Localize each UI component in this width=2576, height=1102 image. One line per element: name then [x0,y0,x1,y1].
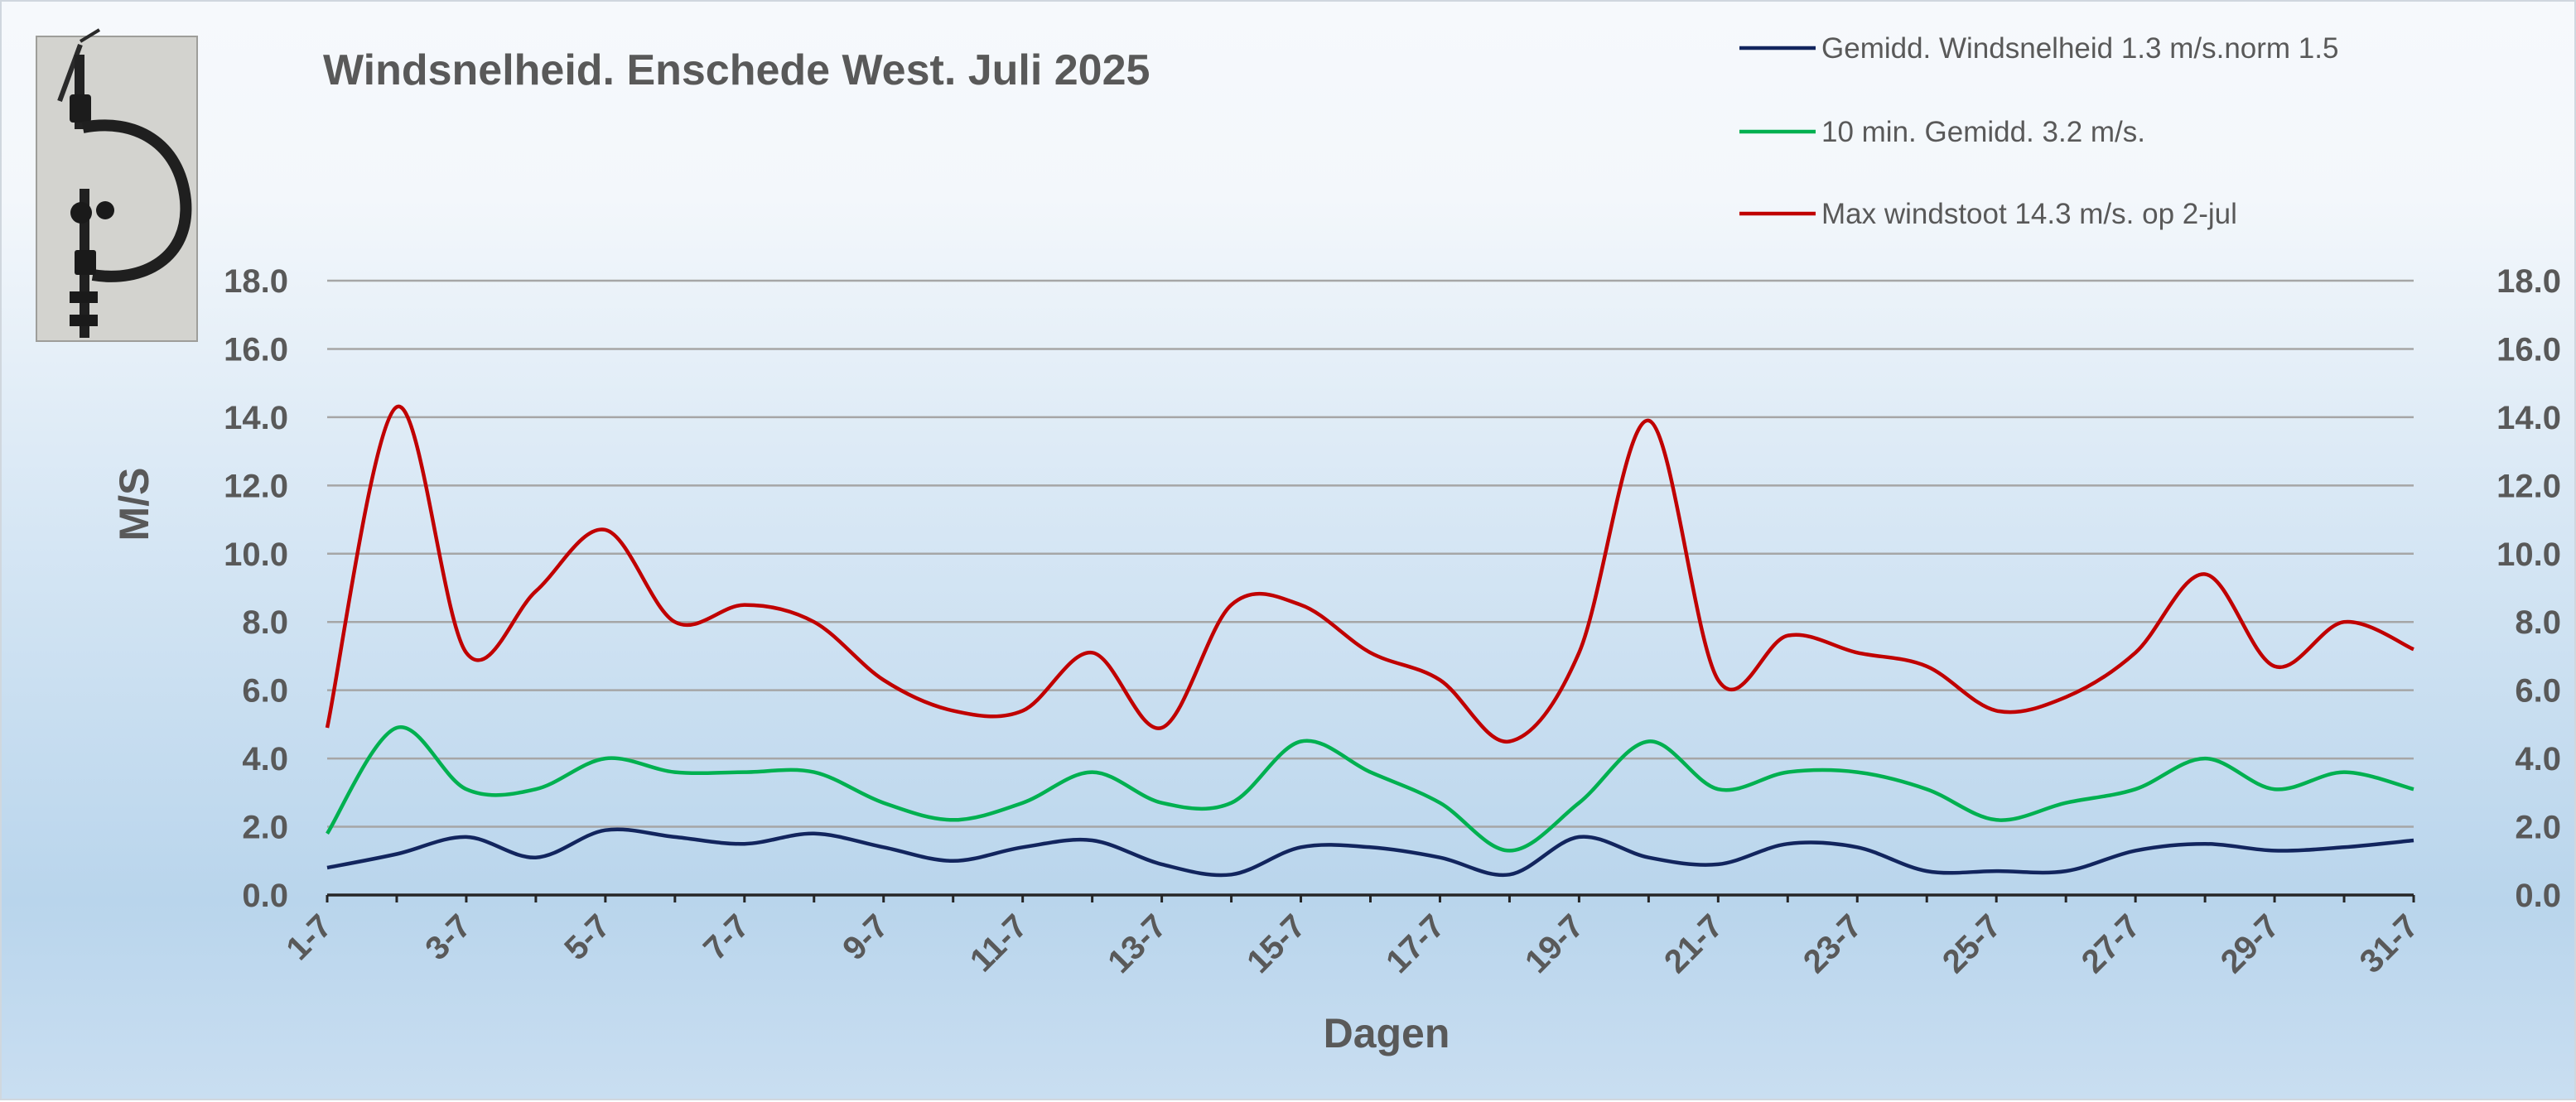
legend-label: Gemidd. Windsnelheid 1.3 m/s.norm 1.5 [1821,32,2338,65]
y-axis-left: 0.0 2.0 4.0 6.0 8.0 10.0 12.0 14.0 16.0 18.0 [224,263,288,914]
x-tick-label: 1-7 [279,907,339,967]
y-tick-label-left: 12.0 [224,468,288,504]
y-tick-label-left: 14.0 [224,400,288,436]
series-line-2 [326,725,2414,853]
x-tick-label: 17-7 [1379,907,1452,980]
x-axis-title: Dagen [1324,1010,1450,1056]
x-tick-label: 13-7 [1101,907,1174,980]
y-tick-label-right: 18.0 [2496,263,2561,300]
x-tick-label: 3-7 [418,907,478,967]
x-tick-label: 25-7 [1936,907,2009,980]
y-tick-label-right: 6.0 [2515,673,2561,710]
y-tick-label-right: 12.0 [2496,468,2561,504]
series-line-1 [326,827,2414,878]
y-tick-label-right: 8.0 [2515,604,2561,641]
x-tick-label: 5-7 [557,907,617,967]
y-tick-label-left: 2.0 [242,810,288,846]
y-tick-label-left: 4.0 [242,741,288,777]
x-tick-label: 27-7 [2075,907,2148,980]
x-tick-label: 15-7 [1240,907,1313,980]
x-tick-label: 9-7 [836,907,895,967]
legend: Gemidd. Windsnelheid 1.3 m/s.norm 1.5 10 … [1739,32,2338,230]
y-tick-label-right: 4.0 [2515,741,2561,777]
y-tick-label-right: 14.0 [2496,400,2561,436]
x-axis: 1-7 3-7 5-7 7-7 9-7 11-7 13-7 15-7 17-7 19-7 21-7 2… [279,893,2426,980]
y-tick-label-left: 8.0 [242,604,288,641]
x-tick-label: 19-7 [1518,907,1591,980]
anemometer-photo [36,28,198,342]
y-tick-label-left: 10.0 [224,537,288,573]
gridlines [327,279,2414,828]
chart-title: Windsnelheid. Enschede West. Juli 2025 [323,46,1150,94]
series-lines [325,405,2414,878]
y-axis-title: M/S [111,468,157,541]
x-tick-label: 29-7 [2214,907,2287,980]
y-tick-label-right: 16.0 [2496,331,2561,368]
x-tick-label: 7-7 [697,907,756,967]
x-tick-label: 11-7 [963,907,1035,979]
y-tick-label-left: 6.0 [242,673,288,710]
legend-label: 10 min. Gemidd. 3.2 m/s. [1821,116,2145,148]
y-tick-label-right: 10.0 [2496,537,2561,573]
y-tick-label-left: 16.0 [224,331,288,368]
x-tick-label: 23-7 [1797,907,1869,980]
x-tick-label: 31-7 [2353,907,2426,980]
x-tick-label: 21-7 [1657,907,1730,980]
y-tick-label-left: 18.0 [224,263,288,300]
series-line-3 [325,405,2414,743]
y-tick-label-right: 2.0 [2515,810,2561,846]
legend-label: Max windstoot 14.3 m/s. op 2-jul [1821,198,2237,230]
y-axis-right: 0.0 2.0 4.0 6.0 8.0 10.0 12.0 14.0 16.0 18.0 [2496,263,2561,914]
y-tick-label-left: 0.0 [242,878,288,914]
y-tick-label-right: 0.0 [2515,878,2561,914]
